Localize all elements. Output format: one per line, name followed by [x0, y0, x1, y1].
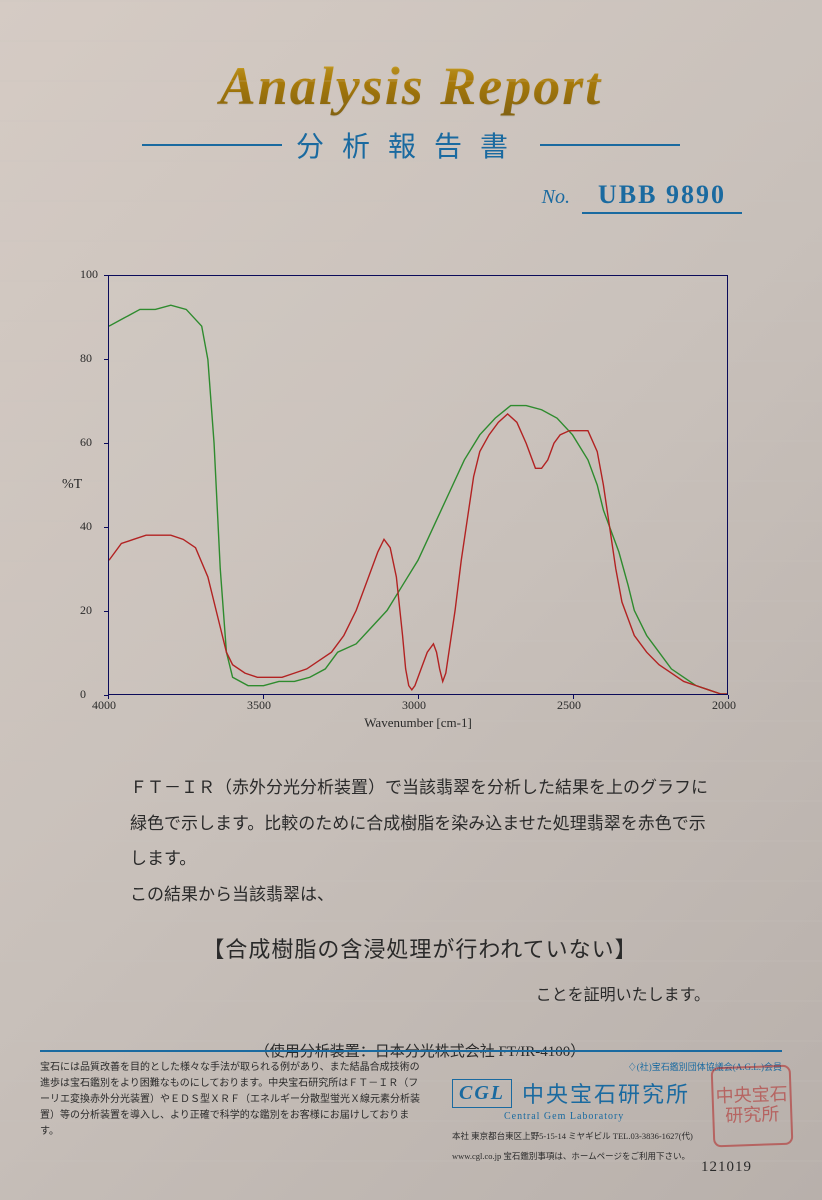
ftir-chart: %T Wavenumber [cm-1] 020406080100 400035…	[108, 275, 728, 695]
x-tick-2500: 2500	[557, 698, 581, 713]
y-tick-40: 40	[80, 519, 92, 534]
x-tick-2000: 2000	[712, 698, 736, 713]
x-tick-3000: 3000	[402, 698, 426, 713]
x-tick-3500: 3500	[247, 698, 271, 713]
chart-svg	[109, 276, 727, 694]
series-resin-treated-red	[109, 414, 727, 694]
lab-name-row: CGL 中央宝石研究所	[452, 1077, 690, 1109]
paragraph-2: この結果から当該翡翠は、	[130, 877, 710, 913]
body-text: ＦＴ－ＩＲ（赤外分光分析装置）で当該翡翠を分析した結果を上のグラフに緑色で示しま…	[130, 770, 710, 1068]
proof-line: ことを証明いたします。	[130, 979, 710, 1013]
y-tick-100: 100	[80, 267, 98, 282]
official-stamp: 中央宝石研究所	[711, 1065, 794, 1148]
report-no-label: No.	[542, 186, 570, 209]
footer-lab-info: ♢(社)宝石鑑別団体協議会(A.G.L.)会員 CGL 中央宝石研究所 Cent…	[452, 1060, 782, 1162]
footer: 宝石には品質改善を目的とした様々な手法が取られる例があり、また結晶合成技術の進歩…	[40, 1060, 782, 1162]
report-number: No. UBB 9890	[542, 180, 742, 214]
address-line-2: www.cgl.co.jp 宝石鑑別事項は、ホームページをご利用下さい。	[452, 1150, 690, 1162]
cgl-logo: CGL	[452, 1079, 512, 1108]
footer-rule	[40, 1050, 782, 1052]
report-no-value: UBB 9890	[582, 180, 742, 214]
subtitle-rule-left	[142, 144, 282, 146]
subtitle-japanese: 分析報告書	[296, 125, 526, 165]
chart-x-axis-label: Wavenumber [cm-1]	[364, 715, 472, 731]
address-line-1: 本社 東京都台東区上野5-15-14 ミヤギビル TEL.03-3836-162…	[452, 1130, 693, 1142]
y-tick-80: 80	[80, 351, 92, 366]
lab-name-en: Central Gem Laboratory	[504, 1111, 624, 1122]
serial-number: 121019	[701, 1159, 752, 1176]
title-english: Analysis Report	[0, 55, 822, 117]
chart-plot-area	[108, 275, 728, 695]
header: Analysis Report 分析報告書	[0, 0, 822, 165]
conclusion-line: 【合成樹脂の含浸処理が行われていない】	[130, 927, 710, 973]
y-tick-20: 20	[80, 603, 92, 618]
y-tick-60: 60	[80, 435, 92, 450]
y-tick-0: 0	[80, 687, 86, 702]
subtitle-row: 分析報告書	[0, 125, 822, 165]
x-tick-4000: 4000	[92, 698, 116, 713]
chart-y-axis-label: %T	[62, 477, 82, 493]
lab-name-jp: 中央宝石研究所	[522, 1077, 690, 1109]
paragraph-1: ＦＴ－ＩＲ（赤外分光分析装置）で当該翡翠を分析した結果を上のグラフに緑色で示しま…	[130, 770, 710, 877]
footer-disclaimer: 宝石には品質改善を目的とした様々な手法が取られる例があり、また結晶合成技術の進歩…	[40, 1060, 428, 1162]
subtitle-rule-right	[540, 144, 680, 146]
